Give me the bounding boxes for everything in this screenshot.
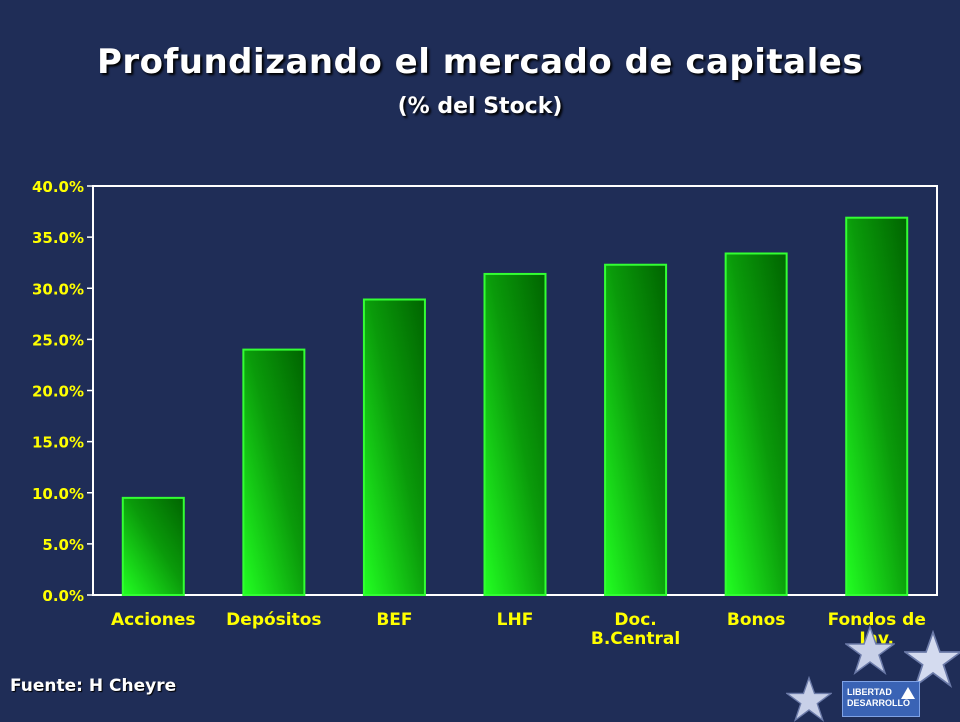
logo-line-1: LIBERTAD: [847, 687, 892, 697]
x-category-label: Fondos de: [828, 610, 926, 630]
bar: [362, 298, 426, 596]
bar: [121, 496, 185, 596]
y-tick-label: 5.0%: [42, 536, 84, 554]
star-icon: [904, 630, 960, 688]
logo-line-2: DESARROLLO: [847, 698, 910, 708]
chart-title: Profundizando el mercado de capitales: [96, 42, 864, 82]
bar-series: [121, 216, 909, 597]
x-category-label: LHF: [497, 610, 534, 630]
x-category-label: Depósitos: [226, 610, 321, 630]
y-tick-label: 25.0%: [32, 331, 84, 349]
y-tick-label: 30.0%: [32, 280, 84, 298]
y-tick-label: 15.0%: [32, 434, 84, 452]
x-category-label: Acciones: [111, 610, 196, 630]
logo-triangle-icon: [901, 687, 915, 699]
x-category-label: BEF: [376, 610, 412, 630]
y-tick-label: 40.0%: [32, 178, 84, 196]
bar: [242, 348, 306, 596]
star-icon: [786, 676, 832, 722]
x-axis: Acciones Depósitos BEF LHF Doc.B.Central Bono…: [111, 610, 926, 649]
bar: [604, 263, 668, 596]
y-tick-label: 20.0%: [32, 383, 84, 401]
y-tick-label: 35.0%: [32, 229, 84, 247]
x-category-label: Doc.: [614, 610, 656, 630]
bar: [845, 216, 909, 596]
chart-subtitle: (% del Stock): [397, 94, 563, 119]
x-category-label: B.Central: [591, 629, 680, 649]
y-axis: 0.0% 5.0% 10.0% 15.0% 20.0% 25.0% 30.0% 35.0% 40…: [32, 178, 93, 605]
star-icon: [845, 625, 895, 675]
y-tick-label: 0.0%: [42, 587, 84, 605]
libertad-desarrollo-logo: LIBERTAD DESARROLLO: [842, 681, 920, 717]
source-note: Fuente: H Cheyre: [10, 676, 177, 696]
x-category-label: Bonos: [727, 610, 786, 630]
bar: [724, 252, 788, 597]
bar: [483, 272, 547, 596]
y-tick-label: 10.0%: [32, 485, 84, 503]
